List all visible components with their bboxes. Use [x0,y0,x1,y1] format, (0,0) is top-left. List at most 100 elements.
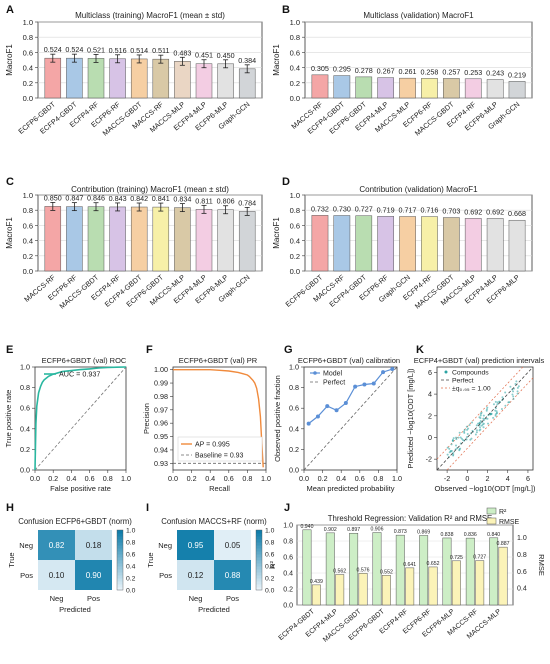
panel-j-rmse-label-7: 0.725 [450,555,463,561]
panel-j-rmse-bar-1 [311,584,321,606]
panel-a-bar-9 [217,63,234,99]
panel-c-value-label-10: 0.784 [238,198,256,207]
panel-a-value-label-8: 0.451 [195,51,213,60]
panel-b-bar-2 [333,75,351,99]
panel-h-row-label-1: Neg [19,541,33,550]
panel-a-value-label-2: 0.524 [65,45,83,54]
panel-i-colorbar-label-3: 0.4 [265,564,275,571]
panel-k-compound-point [482,414,485,417]
panel-j-rmse-label-1: 0.439 [310,579,323,585]
panel-j-rmse-bar-8 [475,560,485,606]
panel-h-colorbar-frame [116,529,124,591]
panel-letter-b: B [282,4,290,16]
panel-g-point-5 [343,401,348,406]
panel-k-xtick-label: 0 [465,474,469,483]
panel-i-colorbar-segment [256,566,262,570]
panel-h-colorbar-label-3: 0.4 [126,564,136,571]
panel-i-colorbar-segment [256,539,262,543]
panel-g-xlabel: Mean predicted probability [307,484,395,493]
panel-b-value-label-9: 0.243 [486,69,504,78]
panel-g-point-3 [325,404,330,409]
panel-f-xtick-label: 0.6 [224,474,234,483]
panel-b-bar-6 [421,78,438,99]
panel-i-col-label-1: Neg [189,594,203,603]
panel-d-bar-5 [399,216,416,272]
panel-i-colorbar-segment [256,587,262,591]
panel-h-xlabel: Predicted [59,605,91,614]
panel-f-xtick-label: 0.2 [187,474,197,483]
panel-e-ytick-label: 1.0 [20,363,30,372]
panel-k-compound-point [516,392,519,395]
panel-h-colorbar-segment [117,572,123,576]
panel-letter-h: H [6,502,14,514]
panel-c-value-label-8: 0.811 [195,196,212,205]
panel-c-bar-4 [109,206,126,272]
panel-a-value-label-3: 0.521 [87,45,105,54]
panel-a-ytick-label: 0.0 [23,94,33,103]
panel-h-cell-2-2 [75,560,112,590]
panel-d-title: Contribution (validation) MacroF1 [359,185,478,194]
panel-j-ytick-label: 0.4 [283,571,293,578]
panel-k-compound-point [487,422,490,425]
panel-h-colorbar-segment [117,581,123,585]
panel-d-ytick-label: 1.0 [290,191,300,200]
panel-k-compound-point [463,431,466,434]
panel-c-ytick-label: 0.2 [23,252,33,261]
panel-g-point-10 [390,367,395,372]
panel-g-perfect-line [303,366,398,471]
panel-j-ytick-label: 0.2 [283,587,293,594]
panel-j-rmse-bar-9 [498,546,508,606]
panel-b-bar-10 [508,81,526,99]
panel-f-ytick-label: 0.96 [154,419,168,428]
panel-h-colorbar-segment [117,539,123,543]
panel-e-title: ECFP6+GBDT (val) ROC [42,356,127,365]
panel-d-bar-7 [442,217,460,272]
panel-b-value-label-2: 0.295 [333,65,351,74]
panel-k-compound-point [496,401,499,404]
panel-k-upper-band [436,366,524,460]
panel-i-cell-1-2 [214,530,251,560]
panel-k-lower-band [446,377,534,471]
panel-a-value-label-4: 0.516 [109,46,127,55]
panel-i-colorbar-segment [256,584,262,588]
panel-c-bar-3 [87,206,105,272]
panel-c-bar-2 [66,206,83,272]
panel-i-colorbar-segment [256,575,262,579]
panel-k-compound-point [496,411,499,414]
panel-d-value-label-7: 0.703 [442,207,460,216]
panel-j-y2tick-label: 0.4 [517,586,527,593]
panel-g-xtick-label: 0.8 [373,474,383,483]
panel-f-legend-box [177,436,263,462]
panel-k-compound-point [511,393,514,396]
panel-a-ytick-label: 0.4 [23,64,33,73]
panel-k-compound-point [496,403,499,406]
panel-letter-e: E [6,344,13,356]
panel-a-ytick-label: 0.6 [23,48,33,57]
panel-f-pr-curve [173,369,264,468]
panel-letter-i: I [146,502,149,514]
panel-k-perfect-line [436,366,534,471]
panel-k-compound-point [514,383,517,386]
panel-a-value-label-7: 0.483 [173,48,191,57]
panel-j-r2-label-2: 0.902 [324,527,337,533]
panel-k-compound-point [485,409,488,412]
panel-b-ytick-label: 0.6 [290,48,300,57]
panel-k-compound-point [475,429,478,432]
panel-j-r2-bar-8 [465,537,475,606]
panel-h-cell-label-1-1: 0.82 [49,541,65,550]
panel-a-value-label-9: 0.450 [217,51,235,60]
panel-i-colorbar-segment [256,560,262,564]
panel-c-bar-5 [130,206,148,272]
panel-j-r2-bar-6 [419,535,429,606]
panel-k-compound-point [516,386,519,389]
panel-k-legend-label-3: ±q₀.₉₅ = 1.00 [452,386,491,393]
panel-k-compound-point [500,408,503,411]
panel-h-colorbar-segment [117,536,123,540]
panel-a-bar-3 [87,58,105,99]
panel-h-col-label-1: Neg [50,594,64,603]
panel-a-ytick-label: 1.0 [23,18,33,27]
panel-b-ytick-label: 0.4 [290,64,300,73]
panel-e-ytick-label: 0.0 [20,466,30,475]
panel-k-compound-point [465,425,468,428]
panel-i-cell-2-2 [214,560,251,590]
